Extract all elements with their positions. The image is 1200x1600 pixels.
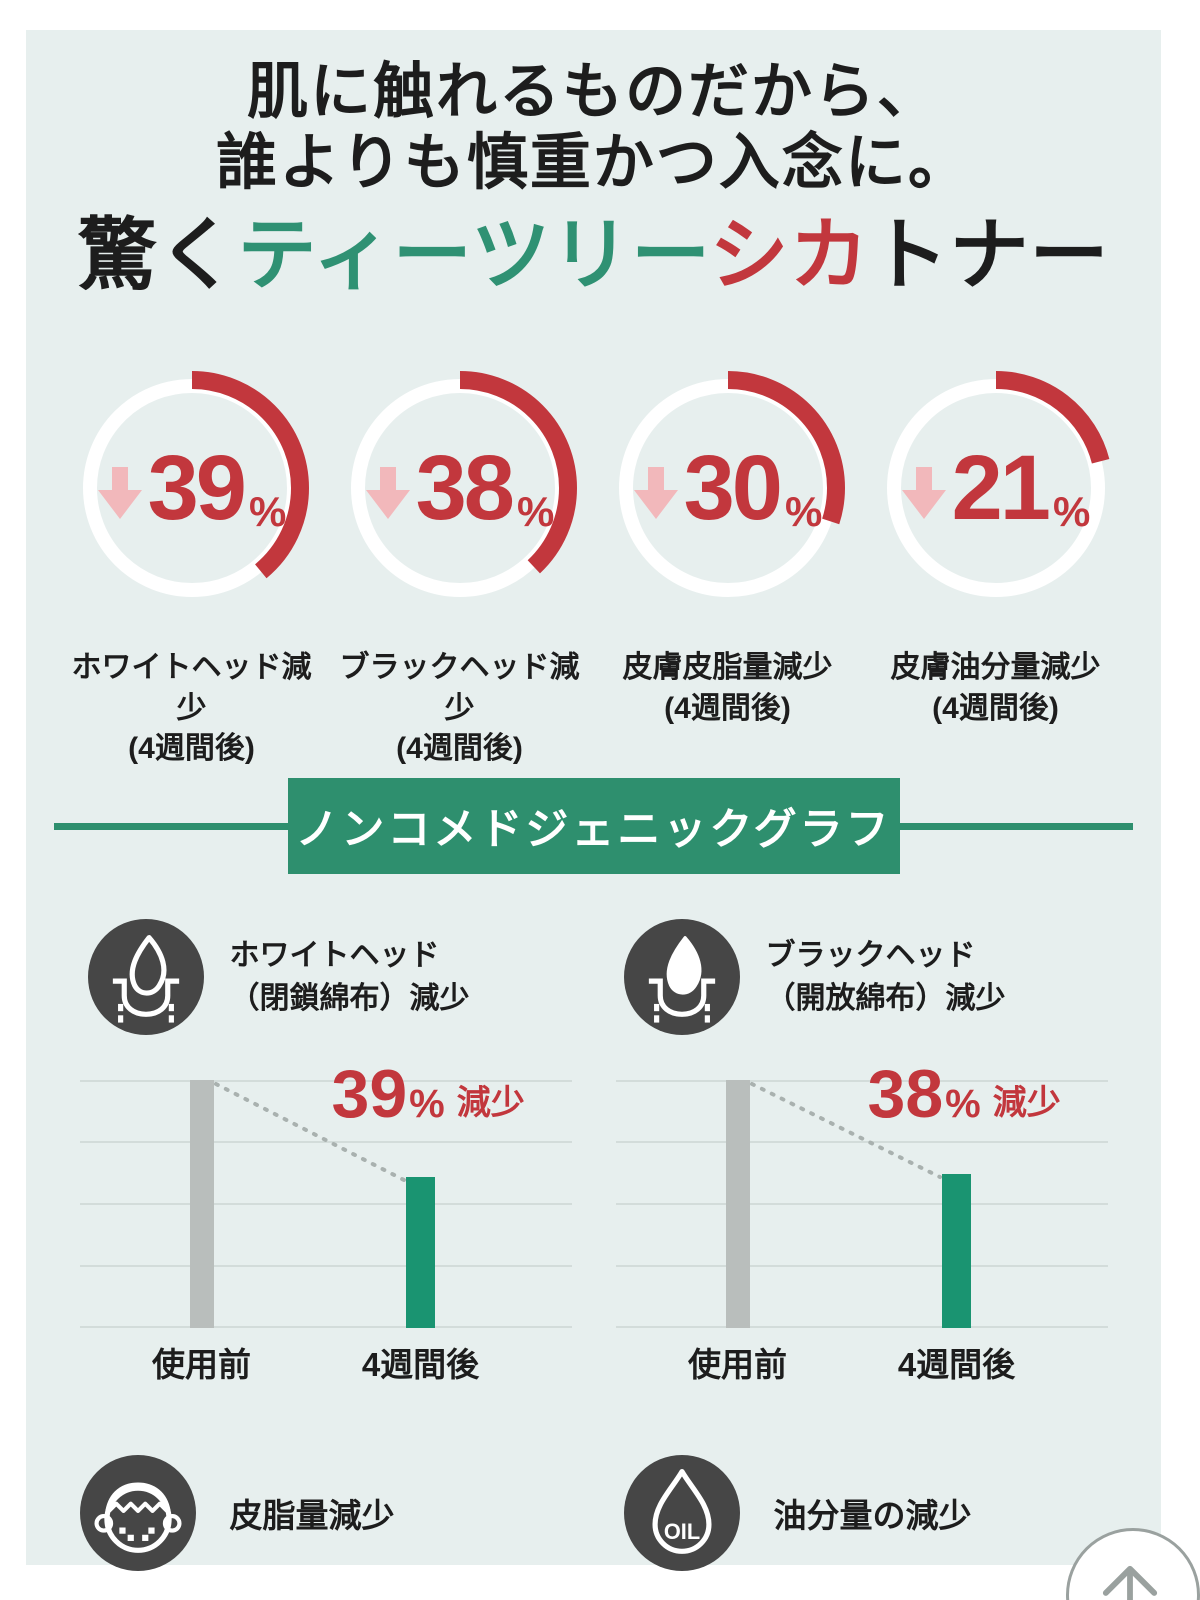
scroll-to-top-button[interactable]: [1066, 1528, 1200, 1600]
decrease-percent-sign: %: [945, 1082, 981, 1126]
gridline: [79, 1080, 572, 1082]
stat-percent-sign: %: [516, 488, 555, 535]
stat-circle: 21 % 皮膚油分量減少 (4週間後): [876, 368, 1116, 770]
gridline: [615, 1265, 1108, 1267]
footer-item: OIL 油分量の減少: [616, 1455, 1116, 1571]
svg-text:OIL: OIL: [663, 1519, 699, 1544]
ring-gauge: 38 %: [340, 368, 580, 608]
bar-before: [189, 1080, 214, 1328]
trend-dotted-line: [749, 1082, 942, 1179]
stat-percent: 38: [415, 437, 515, 539]
follicle-filled-icon: [623, 919, 740, 1035]
decrease-percent: 39: [331, 1056, 408, 1132]
decrease-annotation: 38% 減少: [868, 1060, 1061, 1128]
bar-after: [405, 1177, 435, 1328]
stat-label: 皮膚皮脂量減少 (4週間後): [622, 651, 833, 725]
stat-label: ブラックヘッド減少 (4週間後): [339, 651, 580, 765]
ring-gauge: 39 %: [72, 368, 312, 608]
x-label-before: 使用前: [152, 1346, 251, 1383]
gridline: [615, 1141, 1108, 1143]
stat-circle: 38 % ブラックヘッド減少 (4週間後): [340, 368, 580, 770]
stat-percent-sign: %: [248, 488, 287, 535]
ring-gauge-icon: [74, 371, 309, 605]
headline-line2: 誰よりも慎重かつ入念に。: [216, 127, 971, 196]
bar-before: [725, 1080, 750, 1328]
stat-label: 皮膚油分量減少 (4週間後): [890, 651, 1101, 725]
stat-percent: 30: [683, 437, 783, 539]
stat-circle: 39 % ホワイトヘッド減少 (4週間後): [72, 368, 312, 770]
gridline: [79, 1265, 572, 1267]
follicle-outline-icon: [87, 919, 204, 1035]
bar-chart: 38% 減少 使用前 4週間後: [615, 1060, 1108, 1383]
gridline: [615, 1326, 1108, 1328]
gridline: [615, 1203, 1108, 1205]
stat-percent: 21: [951, 437, 1051, 539]
stat-label: ホワイトヘッド減少 (4週間後): [71, 651, 312, 765]
stats-row: 39 % ホワイトヘッド減少 (4週間後) 38 % ブラックヘッド減少 (4週間後…: [26, 368, 1161, 770]
decrease-percent: 38: [867, 1056, 944, 1132]
product-title-segment: ティーツリー: [237, 210, 710, 299]
trend-dotted-line: [213, 1082, 406, 1182]
footer-item: 皮脂量減少: [72, 1455, 572, 1571]
ring-gauge: 30 %: [608, 368, 848, 608]
gridline: [615, 1080, 1108, 1082]
infographic-card: 肌に触れるものだから、 誰よりも慎重かつ入念に。 驚くティーツリーシカトナー 3…: [26, 30, 1161, 1571]
chart-panel: ホワイトヘッド （閉鎖綿布）減少 39% 減少 使用前 4週間後: [79, 902, 572, 1383]
stat-percent-sign: %: [784, 488, 823, 535]
product-title-segment: トナー: [869, 210, 1110, 299]
oil-drop-icon: OIL: [623, 1455, 740, 1571]
ring-gauge-icon: [342, 371, 577, 605]
chart-panel: ブラックヘッド （開放綿布）減少 38% 減少 使用前 4週間後: [615, 902, 1108, 1383]
gridline: [79, 1203, 572, 1205]
ring-gauge: 21 %: [876, 368, 1116, 608]
ring-gauge-icon: [878, 371, 1113, 605]
product-title-segment: 驚く: [77, 210, 238, 299]
decrease-word: 減少: [456, 1084, 525, 1122]
bar-after: [941, 1174, 971, 1328]
headline: 肌に触れるものだから、 誰よりも慎重かつ入念に。: [26, 56, 1161, 198]
footer-label: 油分量の減少: [773, 1497, 972, 1534]
decrease-word: 減少: [992, 1084, 1061, 1122]
footer-label: 皮脂量減少: [229, 1497, 395, 1534]
gridline: [79, 1326, 572, 1328]
face-sebum-icon: [79, 1455, 196, 1571]
section-banner: ノンコメドジェニックグラフ: [26, 778, 1161, 874]
stat-percent-sign: %: [1052, 488, 1091, 535]
down-arrow-icon: [365, 467, 410, 519]
down-arrow-icon: [633, 467, 678, 519]
stat-circle: 30 % 皮膚皮脂量減少 (4週間後): [608, 368, 848, 770]
x-label-before: 使用前: [688, 1346, 787, 1383]
arrow-up-icon: [1069, 1531, 1197, 1600]
chart-title: ブラックヘッド （開放綿布）減少: [765, 938, 1006, 1016]
headline-line1: 肌に触れるものだから、: [246, 57, 940, 125]
product-title-segment: シカ: [709, 210, 870, 299]
x-label-after: 4週間後: [361, 1346, 480, 1383]
product-title: 驚くティーツリーシカトナー: [26, 210, 1161, 299]
x-label-after: 4週間後: [897, 1346, 1016, 1383]
down-arrow-icon: [97, 467, 142, 519]
charts-row: ホワイトヘッド （閉鎖綿布）減少 39% 減少 使用前 4週間後 ブラックヘッド （開…: [26, 902, 1161, 1383]
footer-row: 皮脂量減少 OIL 油分量の減少: [26, 1455, 1161, 1571]
decrease-annotation: 39% 減少: [332, 1060, 525, 1128]
bar-chart: 39% 減少 使用前 4週間後: [79, 1060, 572, 1383]
gridline: [79, 1141, 572, 1143]
ring-gauge-icon: [610, 371, 845, 605]
decrease-percent-sign: %: [409, 1082, 445, 1126]
down-arrow-icon: [901, 467, 946, 519]
chart-title: ホワイトヘッド （閉鎖綿布）減少: [229, 938, 470, 1016]
stat-percent: 39: [147, 437, 247, 539]
banner-title: ノンコメドジェニックグラフ: [287, 778, 900, 874]
